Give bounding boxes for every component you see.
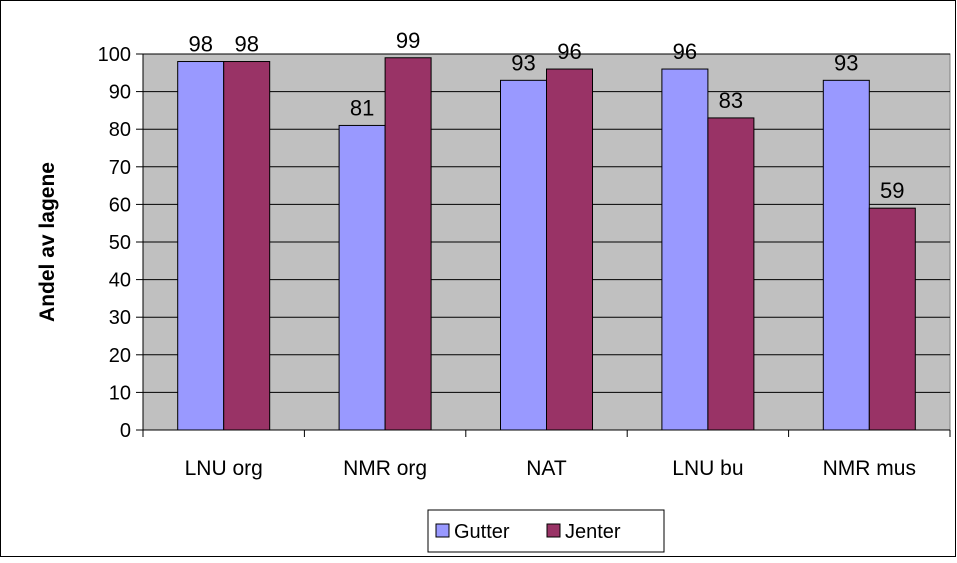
legend-swatch-jenter bbox=[546, 523, 561, 538]
data-label: 96 bbox=[557, 39, 581, 64]
y-axis-title: Andel av lagene bbox=[36, 162, 59, 322]
data-label: 99 bbox=[396, 28, 420, 53]
category-label: LNU bu bbox=[672, 457, 743, 480]
legend-swatch-gutter bbox=[435, 523, 450, 538]
data-label: 98 bbox=[234, 32, 258, 57]
y-tick-label: 30 bbox=[109, 307, 131, 329]
bar-jenter bbox=[384, 57, 432, 431]
category-label: LNU org bbox=[185, 457, 263, 480]
bar-jenter bbox=[546, 68, 593, 431]
data-label: 93 bbox=[834, 50, 858, 75]
axes bbox=[136, 53, 951, 437]
data-label: 98 bbox=[188, 32, 212, 57]
y-tick-label: 0 bbox=[120, 420, 131, 442]
bar-gutter bbox=[500, 79, 547, 431]
bar-jenter bbox=[223, 61, 271, 431]
category-label: NMR mus bbox=[823, 457, 916, 480]
labels: 0 10 20 30 40 50 60 70 80 90 100 98 98 LNU org 81 99 NMR… bbox=[98, 28, 916, 480]
legend-label-gutter: Gutter bbox=[454, 521, 510, 543]
y-tick-label: 80 bbox=[109, 119, 131, 141]
data-label: 93 bbox=[511, 50, 535, 75]
y-tick-label: 40 bbox=[109, 270, 131, 292]
data-label: 59 bbox=[880, 178, 904, 203]
y-tick-label: 100 bbox=[98, 44, 131, 66]
category-label: NMR org bbox=[343, 457, 427, 480]
y-tick-label: 50 bbox=[109, 232, 131, 254]
y-tick-label: 10 bbox=[109, 382, 131, 404]
legend-box bbox=[427, 509, 665, 553]
y-tick-label: 60 bbox=[109, 194, 131, 216]
data-label: 81 bbox=[350, 95, 374, 120]
bar-gutter bbox=[177, 61, 225, 431]
legend: Gutter Jenter bbox=[427, 509, 665, 553]
bar-jenter bbox=[707, 117, 755, 431]
y-tick-label: 20 bbox=[109, 345, 131, 367]
bar-gutter bbox=[661, 68, 709, 431]
y-tick-label: 70 bbox=[109, 157, 131, 179]
data-label: 83 bbox=[719, 88, 743, 113]
bar-gutter bbox=[822, 79, 870, 431]
bar-gutter bbox=[338, 124, 386, 431]
bar-jenter bbox=[868, 207, 916, 431]
legend-label-jenter: Jenter bbox=[565, 521, 621, 543]
y-tick-label: 90 bbox=[109, 82, 131, 104]
category-label: NAT bbox=[526, 457, 567, 480]
data-label: 96 bbox=[673, 39, 697, 64]
